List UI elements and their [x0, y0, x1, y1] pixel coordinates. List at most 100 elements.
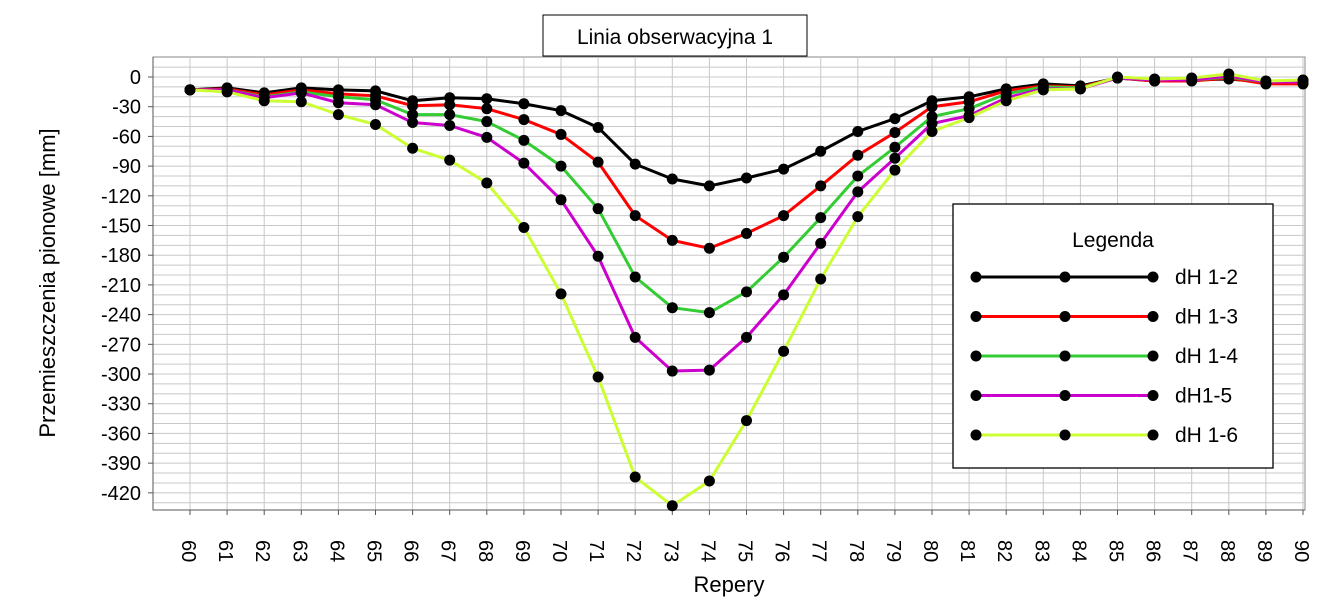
x-tick-label: 71 [585, 540, 607, 562]
data-point [481, 103, 493, 115]
data-point [481, 116, 493, 128]
x-tick-label: 70 [548, 540, 570, 562]
data-point [1037, 84, 1049, 96]
data-point [815, 180, 827, 192]
data-point [703, 307, 715, 319]
data-point [852, 211, 864, 223]
data-point [815, 212, 827, 224]
data-point [518, 114, 530, 126]
data-point [778, 345, 790, 357]
legend-marker [970, 390, 982, 401]
y-tick-label: -270 [101, 334, 141, 356]
x-tick-label: 68 [474, 540, 496, 562]
y-tick-label: -180 [101, 245, 141, 267]
data-point [1186, 72, 1198, 84]
x-tick-label: 72 [622, 540, 644, 562]
data-point [741, 286, 752, 298]
legend-marker [1147, 271, 1159, 283]
data-point [518, 98, 530, 110]
data-point [666, 500, 678, 512]
y-tick-label: -390 [101, 453, 141, 475]
data-point [555, 194, 567, 206]
data-point [889, 152, 901, 164]
data-point [592, 156, 604, 168]
legend-marker [1059, 350, 1071, 362]
x-tick-label: 84 [1067, 540, 1089, 562]
data-point [926, 101, 938, 113]
data-point [555, 105, 567, 117]
data-point [815, 237, 827, 249]
chart-title: Linia obserwacyjna 1 [577, 26, 773, 49]
x-tick-label: 79 [882, 540, 904, 562]
data-point [555, 160, 567, 172]
x-tick-label: 65 [363, 540, 385, 562]
legend-marker [1059, 271, 1071, 283]
y-tick-label: -30 [112, 97, 141, 119]
data-point [481, 131, 493, 143]
data-point [629, 210, 641, 222]
data-point [666, 365, 678, 377]
x-tick-label: 66 [400, 540, 422, 562]
x-tick-label: 67 [437, 540, 459, 562]
y-tick-label: -150 [101, 216, 141, 238]
data-point [407, 100, 419, 112]
data-point [741, 331, 752, 343]
series-group [184, 68, 1309, 512]
data-point [184, 84, 196, 96]
x-tick-label: 63 [288, 540, 310, 562]
x-tick-label: 80 [919, 540, 941, 562]
axes: 0 -30 -60 -90 -120 -150 -180 -210 -240 -270 -300 -3… [101, 57, 1312, 562]
data-point [778, 251, 790, 263]
data-point [889, 126, 901, 138]
x-tick-label: 76 [771, 540, 793, 562]
data-point [481, 93, 493, 105]
data-point [407, 109, 419, 121]
data-point [370, 119, 381, 131]
y-tick-label: -300 [101, 364, 141, 386]
x-tick-label: 73 [659, 540, 681, 562]
legend-label: dH 1-4 [1175, 345, 1238, 368]
data-point [815, 273, 827, 285]
data-point [555, 288, 567, 300]
legend-marker [970, 271, 982, 283]
legend-marker [1147, 390, 1159, 401]
data-point [666, 173, 678, 185]
data-point [370, 99, 381, 111]
legend-marker [970, 350, 982, 362]
data-point [1260, 75, 1272, 87]
x-tick-label: 82 [993, 540, 1015, 562]
data-point [1149, 73, 1161, 85]
y-tick-label: -330 [101, 394, 141, 416]
data-point [629, 471, 641, 483]
data-point [926, 118, 938, 130]
x-tick-label: 78 [845, 540, 867, 562]
x-tick-label: 75 [734, 540, 756, 562]
x-tick-label: 77 [808, 540, 830, 562]
x-tick-label: 85 [1105, 540, 1127, 562]
x-tick-label: 87 [1179, 540, 1201, 562]
data-point [518, 134, 530, 146]
x-tick-label: 74 [696, 540, 718, 562]
y-axis-label: Przemieszczenia pionowe [mm] [35, 128, 60, 437]
data-point [221, 86, 233, 98]
data-point [444, 99, 456, 111]
legend-title: Legenda [1072, 229, 1154, 252]
y-tick-label: -210 [101, 275, 141, 297]
data-point [741, 415, 752, 427]
data-point [778, 289, 790, 301]
x-tick-label: 60 [177, 540, 199, 562]
legend-marker [970, 311, 982, 322]
data-point [295, 87, 307, 99]
data-point [1297, 74, 1309, 86]
y-tick-label: 0 [130, 67, 141, 89]
data-point [703, 364, 715, 376]
data-point [592, 121, 604, 133]
data-point [852, 186, 864, 198]
data-point [518, 221, 530, 233]
legend-marker [1059, 311, 1071, 322]
legend-marker [1147, 311, 1159, 322]
y-tick-label: -420 [101, 483, 141, 505]
data-point [963, 112, 975, 124]
data-point [407, 117, 419, 129]
